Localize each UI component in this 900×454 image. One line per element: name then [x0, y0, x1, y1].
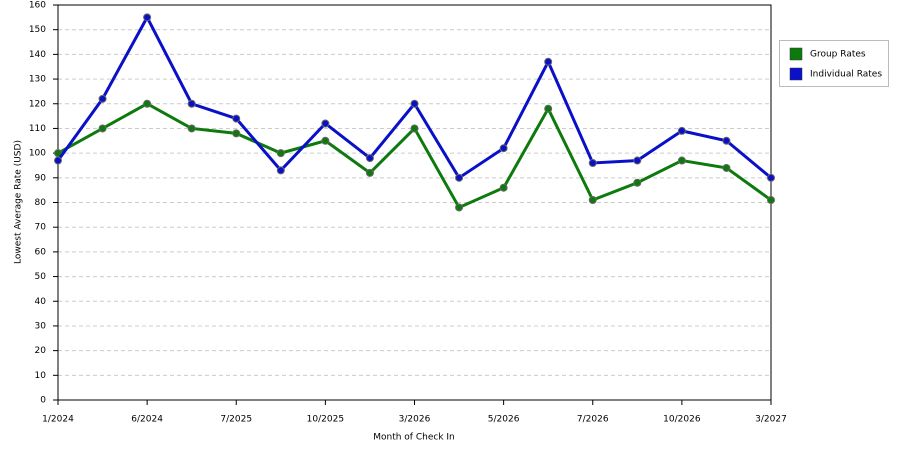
data-point [187, 124, 196, 133]
data-point [722, 136, 731, 145]
y-tick-label: 50 [35, 272, 47, 282]
y-tick-label: 60 [35, 247, 47, 257]
data-point [276, 166, 285, 175]
data-point [143, 13, 152, 22]
x-tick-label: 10/2025 [307, 415, 344, 425]
legend-swatch [789, 67, 803, 81]
data-point [588, 159, 597, 167]
x-tick-label: 7/2025 [220, 415, 252, 425]
x-tick-label: 1/2024 [42, 415, 74, 425]
data-point [588, 196, 597, 205]
x-tick-label: 7/2026 [577, 415, 609, 425]
y-tick-label: 0 [40, 396, 46, 406]
y-tick-label: 40 [35, 297, 47, 307]
data-point [410, 124, 419, 133]
data-point [276, 149, 285, 158]
legend-swatch [789, 47, 803, 61]
data-point [677, 156, 686, 165]
data-point [499, 183, 508, 192]
data-point [143, 99, 152, 108]
data-point [677, 126, 686, 135]
x-axis-title: Month of Check In [373, 433, 455, 443]
legend-label: Group Rates [810, 50, 866, 60]
data-point [499, 144, 508, 153]
data-point [232, 114, 241, 123]
y-tick-label: 120 [29, 99, 46, 109]
x-tick-label: 5/2026 [488, 415, 520, 425]
data-point [365, 154, 374, 163]
data-point [722, 163, 731, 172]
x-tick-label: 3/2026 [399, 415, 431, 425]
y-tick-label: 140 [29, 50, 46, 60]
y-tick-label: 160 [29, 1, 46, 11]
y-tick-label: 10 [35, 371, 47, 381]
x-tick-label: 6/2024 [131, 415, 163, 425]
data-point [232, 129, 241, 138]
y-tick-label: 30 [35, 321, 47, 331]
y-tick-label: 150 [29, 25, 46, 35]
y-tick-label: 80 [35, 198, 47, 208]
y-axis-title: Lowest Average Rate (USD) [14, 140, 24, 264]
data-point [98, 94, 107, 103]
data-point [455, 173, 464, 182]
data-point [187, 99, 196, 108]
data-point [455, 203, 464, 212]
y-tick-label: 20 [35, 346, 47, 356]
data-point [321, 119, 330, 128]
data-point [767, 196, 775, 205]
data-point [54, 156, 62, 165]
data-point [98, 124, 107, 133]
y-tick-label: 110 [29, 124, 46, 134]
data-point [321, 136, 330, 145]
data-point [544, 104, 553, 113]
y-tick-label: 130 [29, 75, 46, 85]
data-point [365, 168, 374, 177]
x-tick-label: 3/2027 [755, 415, 787, 425]
data-point [767, 173, 775, 182]
legend-label: Individual Rates [810, 70, 882, 80]
y-tick-label: 70 [35, 223, 47, 233]
data-point [633, 178, 642, 187]
y-tick-label: 90 [35, 173, 47, 183]
x-tick-label: 10/2026 [663, 415, 701, 425]
data-point [633, 156, 642, 165]
data-point [544, 57, 553, 66]
data-point [410, 99, 419, 108]
y-tick-label: 100 [29, 149, 46, 159]
